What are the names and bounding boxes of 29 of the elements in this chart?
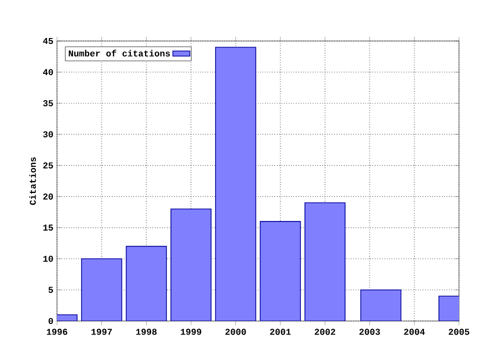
y-tick-label: 5 (48, 286, 54, 293)
y-tick-label: 40 (43, 69, 53, 76)
y-tick-label: 35 (43, 100, 54, 106)
x-tick-label: 1997 (92, 328, 112, 335)
x-tick-label: 1999 (180, 328, 202, 335)
x-tick-label: 2005 (448, 328, 470, 335)
x-tick-label: 2001 (270, 328, 291, 335)
x-tick-label: 1996 (46, 328, 68, 335)
bar (304, 202, 346, 321)
bar (170, 209, 212, 321)
y-tick-label: 15 (43, 224, 54, 231)
legend-label: Number of citations (68, 50, 170, 57)
y-tick-label: 10 (43, 256, 53, 262)
bar (216, 47, 256, 321)
y-tick-label: 20 (43, 194, 53, 200)
x-tick-label: 2002 (314, 328, 336, 335)
y-tick-label: 30 (43, 131, 53, 138)
bar (260, 221, 300, 321)
x-tick-label: 1998 (136, 328, 157, 335)
y-tick-label: 0 (48, 318, 53, 324)
x-tick-label: 2000 (225, 328, 246, 335)
bar (126, 246, 166, 321)
x-tick-label: 2004 (404, 328, 425, 335)
bar (360, 290, 401, 321)
y-tick-label: 45 (43, 38, 54, 44)
bar (82, 258, 122, 321)
y-axis-title: Citations (29, 157, 36, 205)
x-tick-label: 2003 (359, 328, 380, 335)
y-tick-label: 25 (43, 162, 54, 168)
